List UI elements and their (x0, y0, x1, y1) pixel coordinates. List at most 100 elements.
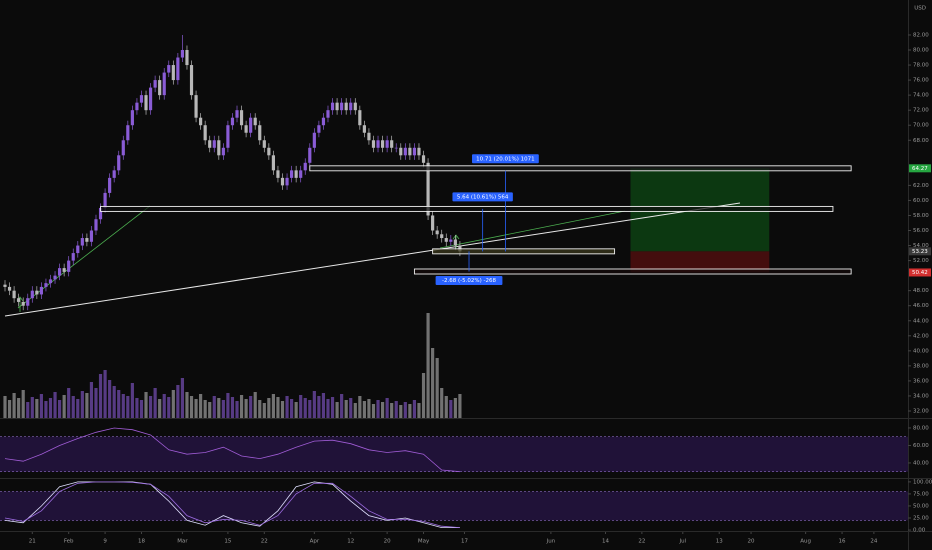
candle-body (330, 102, 335, 111)
volume-bar (349, 398, 353, 418)
stop-zone (630, 251, 770, 273)
y-tick-label: 58.00 (913, 213, 929, 219)
candle-body (7, 286, 12, 291)
volume-bar (426, 313, 430, 418)
indicator-line (4, 427, 460, 473)
volume-bar (226, 393, 230, 418)
y-tick-label: 0.00 (913, 528, 926, 534)
candle-body (390, 140, 394, 148)
candle-body (221, 147, 225, 156)
y-tick-label: 100.00 (913, 479, 932, 485)
volume-bar (417, 403, 421, 418)
volume-bar (449, 400, 453, 418)
volume-bar (180, 378, 185, 418)
volume-bar (217, 398, 221, 418)
y-tick-label: 46.00 (913, 303, 929, 309)
y-tick-label: 32.00 (913, 409, 929, 415)
candle-body (358, 110, 362, 126)
candle-body (312, 132, 316, 148)
candle-body (321, 117, 326, 126)
zone-box (100, 205, 834, 212)
candle-body (144, 95, 148, 111)
volume-bar (139, 400, 144, 418)
candle-body (449, 239, 453, 242)
candle-body (308, 147, 312, 163)
volume-bar (35, 399, 39, 418)
volume-bar (135, 398, 139, 418)
candle-body (299, 170, 303, 178)
candle-body (48, 279, 53, 284)
y-tick-label: 76.00 (913, 78, 929, 84)
y-tick-label: 34.00 (913, 393, 929, 399)
y-tick-label: 80.00 (913, 48, 929, 54)
candle-body (121, 140, 125, 156)
candle-body (139, 95, 144, 103)
candle-body (199, 117, 203, 126)
axis-layer: 82.00 80.00 78.00 76.00 74.00 72.00 70.00 68.00… (29, 32, 931, 545)
candle-body (440, 234, 444, 239)
volume-bar (94, 388, 98, 418)
candle-body (162, 72, 166, 96)
x-tick-label: May (418, 539, 430, 545)
candle-body (167, 65, 171, 73)
y-tick-label: 44.00 (913, 318, 929, 324)
y-tick-label: 52.00 (913, 258, 929, 264)
volume-bar (458, 394, 462, 418)
candle-body (317, 125, 321, 133)
candle-body (340, 102, 344, 111)
candle-body (244, 125, 248, 133)
volume-bar (108, 380, 112, 418)
volume-bar (317, 396, 321, 418)
volume-bar (194, 399, 198, 418)
candle-body (253, 117, 257, 126)
y-tick-label: 80.00 (913, 425, 929, 431)
zone-box (413, 268, 852, 275)
candle-body (171, 65, 175, 81)
candle-body (117, 155, 121, 171)
candle-body (258, 125, 262, 141)
volume-bar (98, 374, 103, 418)
y-tick-label: 60.00 (913, 198, 929, 204)
y-tick-label: 78.00 (913, 63, 929, 69)
candle-body (380, 140, 385, 148)
candle-body (17, 298, 21, 302)
y-tick-label: 54.00 (913, 243, 929, 249)
volume-bar (362, 401, 366, 418)
candle-body (230, 117, 235, 126)
volume-bar (453, 398, 457, 418)
volume-bar (294, 402, 298, 418)
candle-body (403, 147, 407, 156)
volume-bar (221, 400, 225, 418)
annotation-layer: 10.71 (20.01%) 1071 5.64 (10.61%) 564 -2.6… (100, 154, 852, 285)
volume-bar (71, 396, 75, 418)
candle-body (80, 238, 84, 246)
measure-label: 5.64 (10.61%) 564 (457, 194, 509, 200)
candle-body (335, 102, 339, 111)
band-fill (0, 491, 908, 521)
y-tick-label: 75.00 (913, 491, 929, 497)
candle-body (89, 230, 94, 242)
x-tick-label: Jun (546, 539, 556, 545)
x-tick-label: 12 (347, 539, 354, 545)
volume-bar (299, 395, 303, 418)
volume-layer (3, 313, 462, 418)
x-tick-label: 9 (103, 539, 107, 545)
volume-bar (267, 398, 271, 418)
volume-bar (185, 392, 189, 418)
candle-body (30, 290, 34, 299)
volume-bar (390, 403, 394, 418)
y-tick-label: 82.00 (913, 32, 929, 38)
volume-bar (394, 401, 398, 418)
volume-bar (67, 388, 71, 418)
volume-bar (399, 405, 403, 418)
volume-bar (235, 401, 239, 418)
volume-bar (44, 401, 48, 418)
volume-bar (112, 386, 116, 418)
volume-bar (412, 400, 417, 418)
y-tick-label: 40.00 (913, 460, 929, 466)
volume-bar (444, 396, 448, 418)
volume-bar (126, 396, 130, 418)
volume-bar (308, 400, 312, 418)
y-tick-label: 68.00 (913, 138, 929, 144)
x-tick-label: 13 (716, 539, 723, 545)
